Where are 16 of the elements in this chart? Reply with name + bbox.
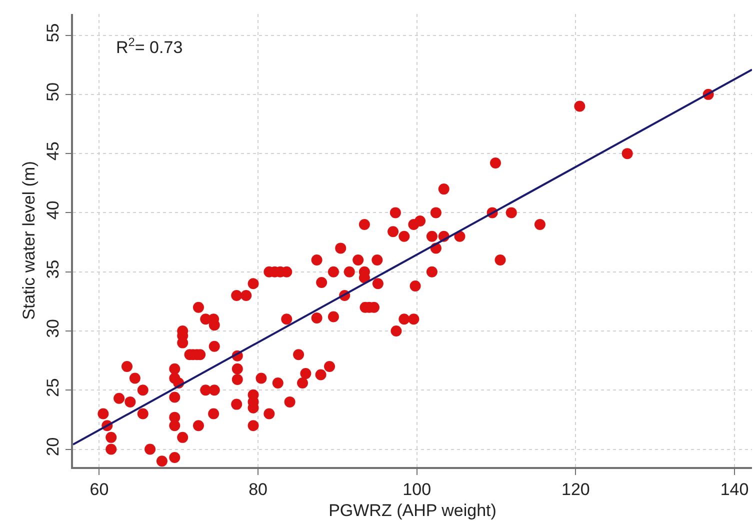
y-tick-label: 25 — [43, 378, 62, 398]
y-tick-label: 30 — [43, 318, 62, 338]
x-tick-label: 100 — [402, 480, 432, 500]
y-tick-label: 20 — [43, 437, 62, 456]
x-tick-label: 80 — [248, 480, 268, 500]
y-tick-label: 45 — [43, 142, 62, 160]
y-tick-label: 50 — [43, 82, 62, 102]
x-tick-label: 60 — [90, 480, 109, 500]
y-tick-label: 35 — [43, 260, 62, 279]
x-tick-label: 140 — [720, 480, 749, 500]
x-tick-label: 120 — [562, 480, 590, 500]
annotation: R$^{2}$= 0.73 — [116, 35, 183, 58]
y-tick-label: 40 — [43, 200, 62, 220]
y-axis-title: Static water level (m) — [20, 161, 38, 320]
x-axis-title: PGWRZ (AHP weight) — [328, 501, 496, 520]
y-tick-label: 55 — [43, 23, 62, 42]
